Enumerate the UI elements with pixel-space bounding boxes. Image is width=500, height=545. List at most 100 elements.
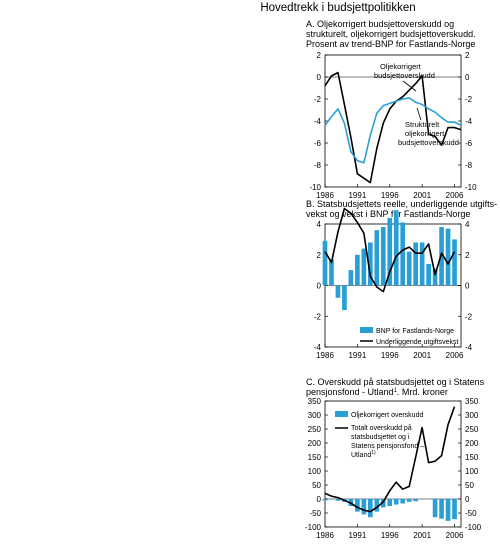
panel-b-xtick-label: 1996: [381, 351, 399, 360]
panel-c-ytick-right-label: 350: [465, 397, 479, 406]
panel-b-ytick-right-label: -2: [465, 312, 473, 321]
panel-b-bar: [374, 230, 380, 286]
panel-c-bar: [361, 499, 367, 515]
panel-a-annotation-structural-line-3: budsjettoverskudd: [398, 138, 459, 147]
panel-b-ytick-right-label: 2: [465, 251, 470, 260]
panel-c-bar: [322, 499, 328, 501]
panel-b-bar: [426, 263, 431, 286]
panel-c-xtick-label: 1991: [348, 531, 366, 540]
panel-b-title-line-2: vekst og vekst i BNP for Fastlands-Norge: [306, 209, 470, 219]
panel-c-bar: [439, 499, 444, 519]
panel-a-ytick-left-label: -2: [314, 95, 322, 104]
panel-c-bar: [400, 499, 406, 504]
panel-c-legend-bar-swatch: [335, 411, 348, 417]
panel-a-annotation-actual-line-2: budsjettoverskudd: [374, 71, 435, 80]
panel-b-bar: [419, 242, 425, 286]
panel-a-annotation-structural-arrow: [416, 107, 422, 121]
panel-c-series-line-2: [324, 406, 456, 513]
panel-c-plot-frame: [324, 400, 462, 528]
panel-b-bar: [452, 239, 457, 286]
panel-b-ytick-right-label: 0: [465, 282, 470, 291]
panel-c-ytick-right-label: 200: [465, 439, 479, 448]
panel-c-right-axis: -100 -50 0 50 100 150 200 250 300 350: [458, 397, 482, 532]
panel-b-bar: [322, 240, 328, 286]
panel-b-bar: [342, 285, 347, 311]
panel-b-xtick-label: 1991: [348, 351, 366, 360]
panel-c-bar: [452, 499, 457, 520]
panel-b-bar: [361, 248, 367, 286]
panel-a-ytick-left-label: 0: [317, 73, 322, 82]
panel-c-legend-line-label-3: Statens pensjonsfond –: [351, 443, 424, 450]
panel-b-bar: [335, 285, 341, 298]
panel-b-bar: [387, 217, 393, 286]
panel-c-bars: [322, 499, 457, 521]
panel-a-ytick-right-label: -6: [465, 139, 473, 148]
panel-a-series-line-1: [324, 71, 462, 184]
panel-c-legend-footnote: 1): [371, 450, 376, 456]
panel-b-bar: [445, 228, 451, 286]
panel-c-xtick-label: 2001: [413, 531, 431, 540]
panel-a-ytick-right-label: 2: [465, 51, 470, 60]
panel-a-ytick-left-label: -10: [309, 183, 321, 192]
panel-a-series: [324, 71, 462, 184]
panel-a-ytick-right-label: -8: [465, 161, 473, 170]
panel-a-annotation-structural-line-1: Strukturelt: [405, 120, 440, 129]
panel-b-bar: [439, 227, 444, 286]
panel-b-bar: [368, 242, 373, 286]
panel-c-left-axis: -100 -50 0 50 100 150 200 250 300 350: [305, 397, 461, 532]
panel-c-title-fund: pensjonsfond - Utland: [306, 387, 394, 397]
panel-a-annotation-structural: Strukturelt oljekorrigert budsjettoversk…: [398, 107, 459, 147]
panel-c-ytick-left-label: -50: [309, 509, 321, 518]
panel-c-title-line-2: pensjonsfond - Utland1. Mrd. kroner: [306, 387, 448, 397]
panel-a-annotation-actual-line-1: Oljekorrigert: [380, 62, 422, 71]
panel-b-x-axis: 1986 1991 1996 2001 2006: [316, 344, 464, 360]
panel-c-ytick-left-label: 150: [308, 453, 322, 462]
panel-b-bar: [406, 251, 412, 286]
panel-b-bar: [348, 270, 354, 286]
panel-c: C. Overskudd på statsbudsjettet og i Sta…: [305, 377, 485, 540]
panel-c-ytick-left-label: 250: [308, 425, 322, 434]
panel-c-title-footnote: 1: [394, 388, 398, 394]
panel-c-legend-fund: Utland: [351, 452, 371, 459]
panel-a-left-axis: -10 -8 -6 -4 -2 0 2: [309, 51, 461, 192]
panel-c-line: [324, 406, 456, 513]
panel-c-ytick-right-label: 100: [465, 467, 479, 476]
panel-b-bars: [322, 210, 457, 311]
panel-c-ytick-right-label: 150: [465, 453, 479, 462]
panel-b-bar: [432, 268, 438, 286]
panel-a-xtick-label: 2006: [446, 191, 464, 200]
panel-a-ytick-left-label: -6: [314, 139, 322, 148]
panel-b-line: [324, 207, 456, 293]
panel-a-x-axis: 1986 1991 1996 2001 2006: [316, 184, 464, 200]
panel-b-legend: BNP for Fastlands-Norge Underliggende ut…: [360, 327, 459, 346]
panel-b-legend-bar-swatch: [360, 327, 373, 333]
panel-c-ytick-left-label: -100: [305, 523, 322, 532]
panel-b-ytick-left-label: -4: [314, 343, 322, 352]
panel-b-bar: [380, 227, 386, 286]
panel-b-xtick-label: 2006: [446, 351, 464, 360]
panel-c-xtick-label: 1996: [381, 531, 399, 540]
panel-b-ytick-left-label: 2: [317, 251, 322, 260]
panel-a-title-line-1: A. Oljekorrigert budsjettoverskudd og: [306, 19, 454, 29]
panel-a: A. Oljekorrigert budsjettoverskudd og st…: [306, 19, 477, 200]
panel-a-annotation-actual: Oljekorrigert budsjettoverskudd: [374, 62, 435, 92]
panel-c-title-unit: . Mrd. kroner: [397, 387, 448, 397]
panel-b-right-axis: -4 -2 0 2 4: [458, 220, 473, 352]
panel-c-ytick-right-label: 0: [465, 495, 470, 504]
panel-c-legend-line-label-1: Totalt overskudd på: [351, 424, 412, 432]
panel-c-title-line-1: C. Overskudd på statsbudsjettet og i Sta…: [306, 377, 485, 387]
panel-c-ytick-right-label: 250: [465, 425, 479, 434]
panel-c-x-axis: 1986 1991 1996 2001 2006: [316, 524, 464, 540]
panel-c-ytick-right-label: -50: [465, 509, 477, 518]
panel-a-xtick-label: 2001: [413, 191, 431, 200]
panel-a-title: A. Oljekorrigert budsjettoverskudd og st…: [306, 19, 476, 49]
panel-a-ytick-right-label: -4: [465, 117, 473, 126]
panel-c-xtick-label: 1986: [316, 531, 334, 540]
panel-a-right-axis: -10 -8 -6 -4 -2 0 2: [458, 51, 477, 192]
panel-c-ytick-right-label: -100: [465, 523, 482, 532]
panel-b-bar: [400, 222, 406, 286]
panel-c-bar: [387, 499, 393, 506]
panel-c-bar: [445, 499, 451, 521]
panel-b-xtick-label: 1986: [316, 351, 334, 360]
